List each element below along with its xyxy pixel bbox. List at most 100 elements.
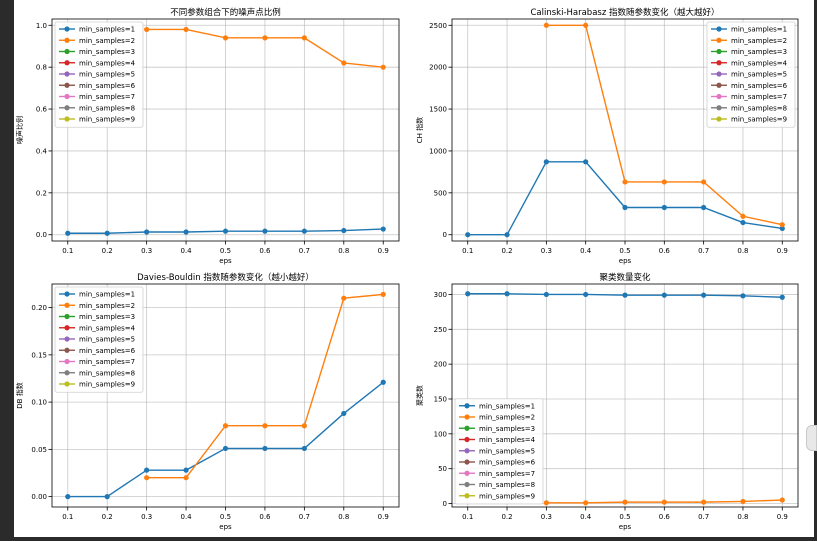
y-tick-label: 200 (434, 361, 447, 369)
legend-label: min_samples=7 (479, 470, 535, 478)
data-point (222, 445, 229, 452)
x-tick-label: 0.8 (737, 247, 748, 255)
x-tick-label: 0.5 (220, 513, 231, 521)
y-tick-label: 1.0 (36, 22, 47, 30)
chart-2: 0.1 0.2 0.3 0.4 0.5 0.6 0.7 0.8 0.9 0 500 1000 1500 2… (415, 7, 799, 265)
x-tick-label: 0.8 (338, 513, 349, 521)
y-tick-label: 0.2 (36, 189, 47, 197)
data-point (380, 291, 386, 297)
legend-label: min_samples=4 (731, 59, 788, 67)
legend: min_samples=1 min_samples=2 min_samples=3m… (54, 21, 144, 128)
legend-marker (64, 71, 70, 77)
legend-label: min_samples=4 (79, 59, 136, 67)
data-point (183, 229, 189, 235)
x-tick-label: 0.4 (180, 513, 192, 521)
legend-marker (464, 470, 470, 476)
x-axis-label: eps (619, 523, 632, 531)
chart-3: 0.1 0.2 0.3 0.4 0.5 0.6 0.7 0.8 0.9 0.00 0.05 0.10 0… (15, 272, 400, 531)
legend-label: min_samples=8 (479, 481, 535, 489)
legend-box (454, 398, 544, 505)
y-tick-label: 0.4 (36, 147, 48, 155)
legend-label: min_samples=4 (479, 436, 536, 444)
legend-marker (464, 425, 470, 431)
legend-marker (464, 481, 470, 488)
legend-marker (64, 48, 70, 55)
legend-label: min_samples=6 (731, 82, 788, 90)
data-point (622, 179, 628, 185)
x-tick-label: 0.2 (102, 247, 113, 255)
x-tick-label: 0.9 (777, 513, 788, 521)
x-tick-label: 0.1 (62, 513, 73, 521)
y-axis-label: 噪声比例 (15, 116, 24, 144)
data-point (341, 410, 347, 417)
x-tick-label: 0.1 (462, 513, 473, 521)
y-tick-label: 1500 (429, 106, 447, 114)
legend-label: min_samples=5 (79, 336, 135, 344)
data-point (262, 228, 268, 234)
legend-label: min_samples=7 (731, 93, 787, 101)
x-tick-label: 0.2 (501, 247, 512, 255)
data-point (779, 222, 785, 228)
data-point (504, 291, 510, 297)
legend-label: min_samples=9 (731, 116, 787, 124)
legend-marker (716, 60, 722, 66)
legend-label: min_samples=5 (731, 71, 787, 79)
chart-title: 不同参数组合下的噪声点比例 (170, 7, 281, 18)
data-point (740, 498, 746, 505)
legend-label: min_samples=2 (79, 37, 135, 45)
data-point (262, 423, 268, 429)
data-point (465, 232, 471, 238)
data-point (183, 26, 189, 33)
legend-marker (464, 403, 470, 409)
data-point (583, 159, 589, 165)
legend-box (706, 21, 796, 128)
x-tick-label: 0.5 (619, 247, 630, 255)
legend-label: min_samples=1 (79, 291, 135, 299)
data-point (701, 499, 707, 505)
data-point (779, 225, 785, 232)
y-axis-label: 聚类数 (415, 385, 424, 406)
data-point (740, 219, 746, 226)
x-tick-label: 0.6 (259, 247, 271, 255)
data-point (301, 445, 307, 452)
data-point (301, 228, 307, 234)
y-tick-label: 2000 (429, 64, 447, 72)
legend-marker (716, 71, 722, 77)
data-point (622, 204, 628, 211)
legend-marker (464, 459, 470, 465)
legend-box (54, 21, 144, 128)
y-tick-label: 0.15 (31, 351, 47, 359)
x-tick-label: 0.6 (659, 247, 671, 255)
y-axis-label: DB 指数 (15, 382, 24, 408)
data-point (301, 423, 307, 429)
x-tick-label: 0.1 (462, 247, 473, 255)
figure-canvas: 0.1 0.2 0.3 0.4 0.5 0.6 0.7 0.8 0.9 0.0 0.2 0.4 0.6 0… (14, 0, 814, 537)
legend-marker (716, 116, 722, 122)
x-tick-label: 0.9 (777, 247, 788, 255)
x-tick-label: 0.1 (62, 247, 73, 255)
legend-marker (64, 358, 70, 365)
legend-marker (64, 37, 70, 43)
scroll-handle[interactable] (806, 425, 817, 451)
x-tick-label: 0.3 (141, 247, 152, 255)
data-point (701, 179, 707, 185)
x-tick-label: 0.5 (220, 247, 231, 255)
y-tick-label: 2500 (429, 22, 447, 30)
legend-label: min_samples=9 (479, 492, 535, 500)
data-point (65, 230, 71, 236)
data-point (661, 179, 667, 185)
x-tick-label: 0.9 (378, 247, 389, 255)
data-point (380, 226, 386, 232)
legend-marker (64, 116, 70, 122)
chart-4: 0.1 0.2 0.3 0.4 0.5 0.6 0.7 0.8 0.9 0 50 100 150 200 2… (415, 272, 799, 531)
x-tick-label: 0.7 (698, 513, 709, 521)
y-tick-label: 0.10 (31, 399, 47, 407)
legend-marker (64, 381, 70, 387)
x-tick-label: 0.2 (102, 513, 113, 521)
charts-grid: 0.1 0.2 0.3 0.4 0.5 0.6 0.7 0.8 0.90.00.20.40.60… (15, 7, 799, 531)
legend-marker (64, 105, 70, 111)
legend-marker (64, 325, 70, 331)
data-point (222, 228, 229, 234)
data-point (341, 227, 347, 234)
legend-marker (716, 105, 722, 111)
